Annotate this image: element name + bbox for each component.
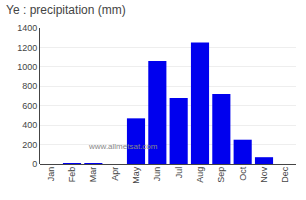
svg-text:May: May <box>131 166 141 184</box>
svg-text:600: 600 <box>22 101 37 111</box>
svg-text:Oct: Oct <box>238 166 248 181</box>
svg-text:Aug: Aug <box>195 167 205 183</box>
svg-text:0: 0 <box>32 159 37 169</box>
svg-text:Dec: Dec <box>280 166 290 183</box>
svg-text:Ye : precipitation (mm): Ye : precipitation (mm) <box>6 3 126 17</box>
svg-text:1400: 1400 <box>17 23 37 33</box>
svg-text:Mar: Mar <box>88 167 98 183</box>
svg-text:Jun: Jun <box>152 167 162 182</box>
svg-text:Jan: Jan <box>46 167 56 182</box>
svg-text:Sep: Sep <box>216 167 226 183</box>
svg-text:Feb: Feb <box>67 167 77 183</box>
svg-text:Nov: Nov <box>259 166 269 183</box>
svg-text:400: 400 <box>22 120 37 130</box>
svg-text:800: 800 <box>22 81 37 91</box>
svg-text:www.allmetsat.com: www.allmetsat.com <box>88 142 158 151</box>
svg-text:Apr: Apr <box>110 167 120 181</box>
svg-text:1000: 1000 <box>17 62 37 72</box>
svg-text:Jul: Jul <box>174 167 184 179</box>
svg-text:200: 200 <box>22 140 37 150</box>
svg-text:1200: 1200 <box>17 43 37 53</box>
